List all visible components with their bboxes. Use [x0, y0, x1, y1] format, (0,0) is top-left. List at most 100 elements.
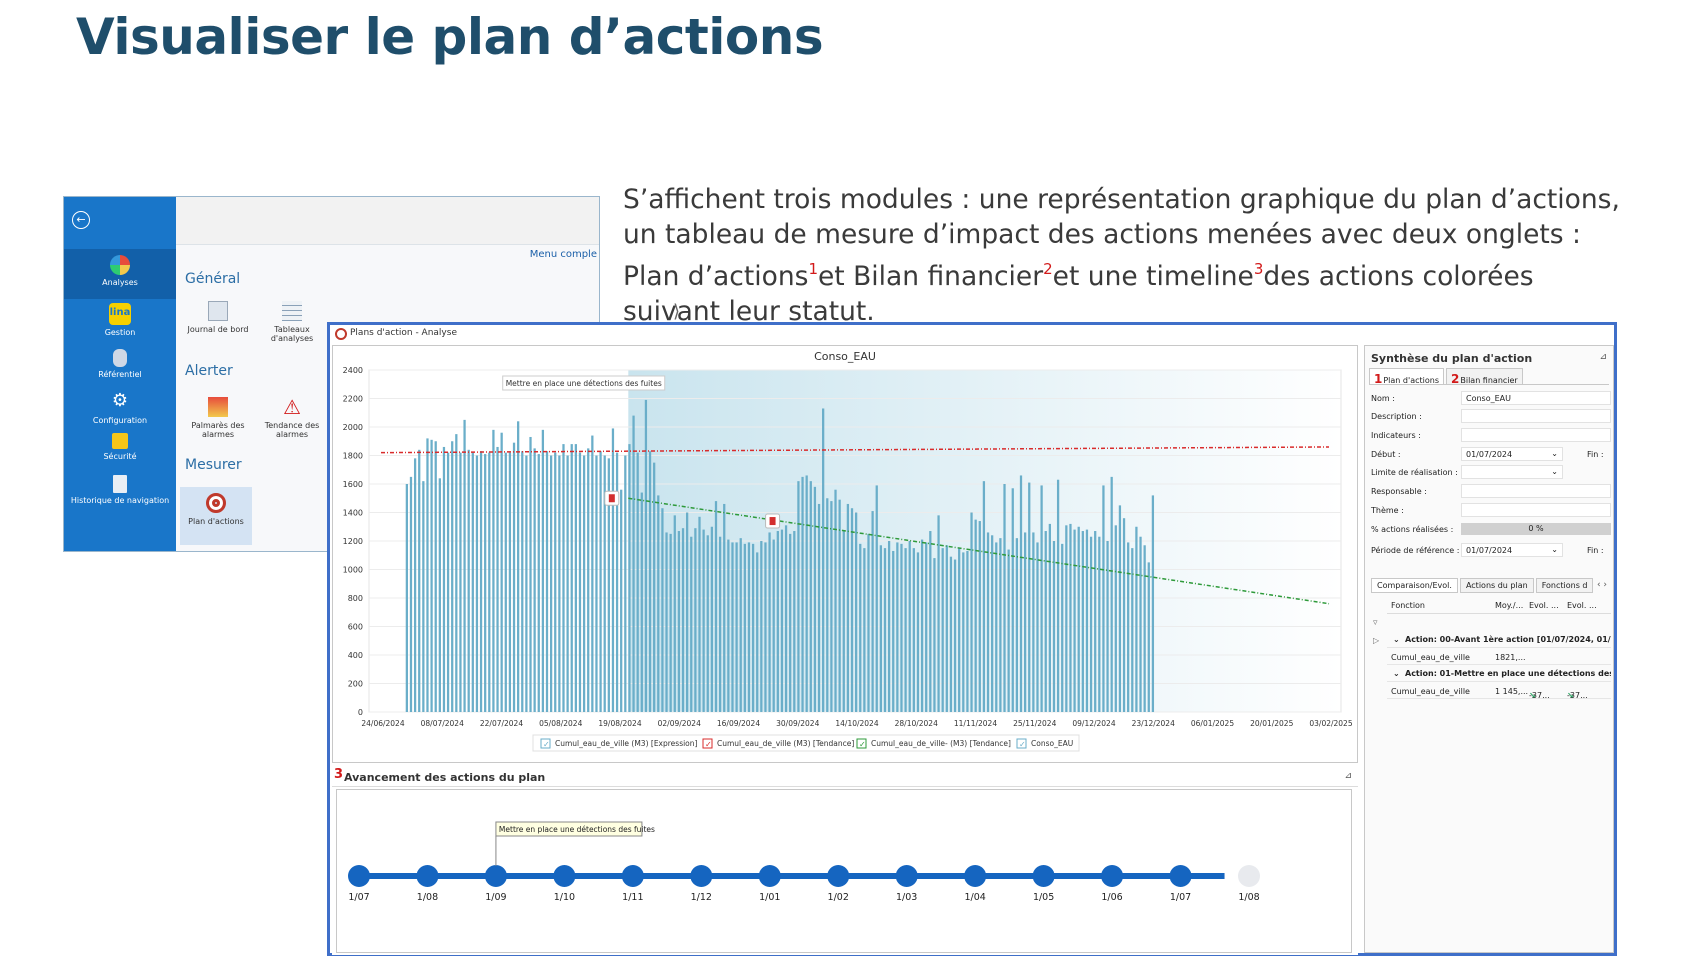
- cell-moy: 1 145,...: [1495, 687, 1529, 696]
- data-bar: [846, 503, 850, 712]
- timeline-label: 1/01: [759, 892, 780, 903]
- subtab-fonctions[interactable]: Fonctions d: [1535, 578, 1594, 593]
- data-bar: [941, 548, 944, 712]
- plan-actions-window: Plans d'action - Analyse Conso_EAU 0 200 4…: [327, 322, 1617, 956]
- subtab-comparaison[interactable]: Comparaison/Evol.: [1371, 578, 1458, 593]
- data-bar: [920, 539, 924, 712]
- tile-label-plan: Plan d'actions: [188, 517, 244, 526]
- pin-icon[interactable]: ⊿: [1599, 352, 1607, 362]
- data-bar: [1110, 476, 1113, 712]
- marker-3: 3: [1253, 260, 1264, 278]
- y-tick-label: 1000: [343, 566, 363, 575]
- tab-label-plan: Plan d'actions: [1383, 376, 1439, 385]
- data-bar: [512, 442, 516, 712]
- menu-complet-link[interactable]: Menu comple: [529, 249, 597, 260]
- nav-item-referentiel[interactable]: Référentiel: [64, 349, 176, 379]
- tab-plan-actions[interactable]: 1Plan d'actions: [1369, 368, 1444, 386]
- y-tick-label: 600: [348, 623, 363, 632]
- data-bar: [813, 486, 817, 712]
- description-label: Description :: [1371, 412, 1422, 421]
- expand-arrow-icon[interactable]: ▷: [1373, 636, 1380, 645]
- chevron-down-icon: ⌄: [1551, 545, 1558, 554]
- data-bar: [953, 559, 957, 712]
- data-bar: [702, 529, 705, 712]
- periode-select[interactable]: 01/07/2024 ⌄: [1461, 543, 1563, 557]
- y-tick-label: 400: [348, 651, 363, 660]
- data-bar: [805, 475, 808, 712]
- checkbox-icon: [540, 738, 551, 749]
- data-bar: [1118, 505, 1122, 712]
- nav-item-configuration[interactable]: ⚙ Configuration: [64, 391, 176, 426]
- data-bar: [793, 531, 796, 712]
- timeline-box: 1/07 1/08 1/09 1/10 1/11 1/12 1/01 1/02 1/03 1/04…: [336, 789, 1352, 953]
- nom-field[interactable]: Conso_EAU: [1461, 391, 1611, 405]
- col-fonction[interactable]: Fonction: [1391, 601, 1426, 610]
- data-bar: [1040, 485, 1043, 712]
- data-bar: [789, 533, 792, 712]
- timeline-label: 1/08: [1238, 892, 1259, 903]
- desc-part-c: et une timeline: [1052, 261, 1254, 292]
- target-icon: [206, 493, 226, 513]
- section-alerter: Alerter: [185, 363, 233, 379]
- tile-plan-actions[interactable]: Plan d'actions: [180, 487, 252, 545]
- debut-select[interactable]: 01/07/2024 ⌄: [1461, 447, 1563, 461]
- data-bar: [475, 455, 479, 712]
- tile-palmares-alarmes[interactable]: Palmarès des alarmes: [182, 397, 254, 439]
- arrow-left-icon[interactable]: ←: [72, 211, 90, 229]
- data-bar: [1151, 495, 1155, 712]
- col-evol1[interactable]: Evol. ...: [1529, 601, 1559, 610]
- data-bar: [768, 532, 771, 712]
- timeline-node: [1032, 865, 1055, 887]
- data-bar: [883, 548, 887, 712]
- description-field[interactable]: [1461, 409, 1611, 423]
- data-bar: [479, 451, 483, 712]
- chevron-right-icon[interactable]: ⟩: [673, 301, 681, 322]
- col-evol2[interactable]: Evol. ...: [1567, 601, 1597, 610]
- annotation-box: [502, 375, 666, 391]
- timeline-node: [964, 865, 987, 887]
- legend-item: ✓ Cumul_eau_de_ville (M3) [Expression]: [540, 738, 698, 749]
- indicateurs-field[interactable]: [1461, 428, 1611, 442]
- pin-icon[interactable]: ⊿: [1344, 771, 1352, 781]
- data-bar: [1011, 488, 1014, 712]
- tile-journal-de-bord[interactable]: Journal de bord: [182, 301, 254, 334]
- data-bar: [471, 452, 474, 712]
- col-moy[interactable]: Moy./...: [1495, 601, 1524, 610]
- limite-select[interactable]: ⌄: [1461, 465, 1563, 479]
- nav-item-historique[interactable]: Historique de navigation: [64, 475, 176, 505]
- cell-evol1-value: -37...: [1529, 691, 1550, 700]
- group-row-action-01[interactable]: ⌄ Action: 01-Mettre en place une détectio…: [1387, 666, 1611, 682]
- data-bar: [1036, 542, 1039, 712]
- subtab-actions-plan[interactable]: Actions du plan: [1459, 578, 1534, 593]
- table-row[interactable]: Cumul_eau_de_ville 1 145,... ↘ -37... ↘ …: [1387, 683, 1611, 700]
- data-bar: [496, 446, 499, 712]
- nav-item-gestion[interactable]: lina Gestion: [64, 303, 176, 337]
- nav-item-analyses[interactable]: Analyses: [64, 249, 176, 299]
- tile-tendance-alarmes[interactable]: ⚠ Tendance des alarmes: [256, 397, 328, 439]
- action-marker-icon: [765, 513, 781, 529]
- data-bar: [949, 556, 953, 712]
- app-logo-icon: [335, 328, 347, 340]
- grid-header: Fonction Moy./... Evol. ... Evol. ...: [1387, 598, 1611, 614]
- data-bar: [974, 519, 977, 712]
- group-label-00: Action: 00-Avant 1ère action [01/07/2024…: [1405, 635, 1611, 644]
- group-row-action-00[interactable]: ⌄ Action: 00-Avant 1ère action [01/07/202…: [1387, 632, 1611, 648]
- data-bar: [694, 528, 697, 712]
- trend-down-arrow-icon: ↘: [1529, 691, 1536, 700]
- data-bar: [879, 545, 882, 712]
- x-tick-label: 06/01/2025: [1191, 719, 1234, 728]
- tab-bilan-financier[interactable]: 2Bilan financier: [1446, 368, 1523, 386]
- filter-icon[interactable]: ▿: [1373, 618, 1378, 628]
- tab-scroll-arrows-icon[interactable]: ‹ ›: [1596, 580, 1607, 590]
- data-bar: [1028, 482, 1031, 712]
- data-bar: [1015, 538, 1019, 712]
- desc-part-b: et Bilan financier: [817, 261, 1044, 292]
- x-tick-label: 20/01/2025: [1250, 719, 1293, 728]
- table-row[interactable]: Cumul_eau_de_ville 1821,...: [1387, 649, 1611, 665]
- nav-item-securite[interactable]: Sécurité: [64, 433, 176, 461]
- theme-field[interactable]: [1461, 503, 1611, 517]
- tile-tableaux-analyses[interactable]: Tableaux d'analyses: [256, 301, 328, 343]
- responsable-field[interactable]: [1461, 484, 1611, 498]
- data-bar: [933, 558, 936, 712]
- data-bar: [780, 529, 784, 712]
